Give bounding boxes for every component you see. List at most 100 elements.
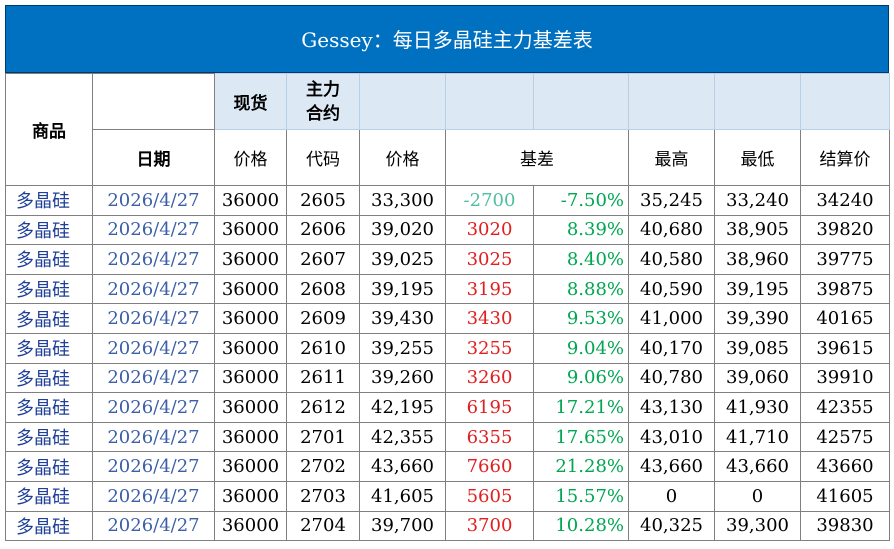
cell-basis: 5605 [445, 480, 534, 512]
cell-code: 2703 [286, 480, 360, 512]
cell-futures-price: 33,300 [359, 185, 446, 216]
cell-product: 多晶硅 [5, 362, 93, 394]
cell-spot-price: 36000 [214, 273, 287, 305]
cell-date: 2026/4/27 [92, 421, 215, 453]
table-body: 多晶硅 2026/4/27 36000 2605 33,300 -2700 -7.50% 35… [5, 185, 890, 542]
cell-settle: 39820 [800, 214, 890, 246]
table-row: 多晶硅 2026/4/27 36000 2605 33,300 -2700 -7.50% 35… [5, 185, 890, 216]
header-shade-1 [359, 73, 446, 130]
cell-code: 2609 [286, 303, 360, 334]
cell-code: 2610 [286, 332, 360, 364]
cell-high: 40,590 [628, 273, 715, 305]
cell-spot-price: 36000 [214, 362, 287, 394]
header-spot: 现货 [214, 73, 287, 130]
header-settle: 结算价 [800, 129, 890, 186]
header-product: 商品 [5, 73, 93, 186]
cell-high: 40,680 [628, 214, 715, 246]
cell-date: 2026/4/27 [92, 392, 215, 423]
cell-basis: 3260 [445, 362, 534, 394]
cell-low: 39,085 [714, 332, 801, 364]
cell-basis: 3255 [445, 332, 534, 364]
cell-product: 多晶硅 [5, 392, 93, 423]
cell-high: 43,010 [628, 421, 715, 453]
cell-basis-pct: 8.39% [533, 214, 629, 246]
cell-high: 43,660 [628, 451, 715, 482]
header-main-contract: 主力 合约 [286, 73, 360, 130]
cell-code: 2612 [286, 392, 360, 423]
cell-high: 40,580 [628, 244, 715, 275]
cell-basis: 3025 [445, 244, 534, 275]
cell-settle: 39830 [800, 510, 890, 542]
cell-high: 41,000 [628, 303, 715, 334]
header-blank [92, 73, 215, 130]
cell-product: 多晶硅 [5, 185, 93, 216]
cell-basis-pct: 10.28% [533, 510, 629, 542]
cell-product: 多晶硅 [5, 451, 93, 482]
cell-spot-price: 36000 [214, 480, 287, 512]
cell-settle: 40165 [800, 303, 890, 334]
cell-futures-price: 39,430 [359, 303, 446, 334]
header-high: 最高 [628, 129, 715, 186]
cell-futures-price: 39,700 [359, 510, 446, 542]
table-row: 多晶硅 2026/4/27 36000 2703 41,605 5605 15.57% 0 0 4… [5, 480, 890, 512]
cell-code: 2607 [286, 244, 360, 275]
cell-settle: 39775 [800, 244, 890, 275]
header-row-2: 日期 价格 代码 价格 基差 最高 最低 结算价 [6, 129, 890, 186]
cell-low: 39,195 [714, 273, 801, 305]
cell-date: 2026/4/27 [92, 244, 215, 275]
cell-basis: 3020 [445, 214, 534, 246]
cell-date: 2026/4/27 [92, 480, 215, 512]
cell-basis: 6195 [445, 392, 534, 423]
cell-futures-price: 42,355 [359, 421, 446, 453]
table-title: Gessey：每日多晶硅主力基差表 [5, 5, 889, 73]
table-row: 多晶硅 2026/4/27 36000 2612 42,195 6195 17.21% 43,… [5, 392, 890, 423]
cell-low: 41,930 [714, 392, 801, 423]
cell-basis-pct: 9.06% [533, 362, 629, 394]
cell-basis-pct: 17.21% [533, 392, 629, 423]
cell-product: 多晶硅 [5, 332, 93, 364]
cell-low: 0 [714, 480, 801, 512]
cell-basis: 6355 [445, 421, 534, 453]
cell-spot-price: 36000 [214, 332, 287, 364]
cell-basis: 3700 [445, 510, 534, 542]
basis-table: 商品 现货 主力 合约 日期 价格 代码 价格 基差 最高 最低 结算价 多晶硅… [5, 73, 890, 542]
header-basis: 基差 [445, 129, 629, 186]
table-row: 多晶硅 2026/4/27 36000 2702 43,660 7660 21.28% 43,… [5, 451, 890, 482]
cell-basis-pct: -7.50% [533, 185, 629, 216]
cell-product: 多晶硅 [5, 510, 93, 542]
cell-basis: -2700 [445, 185, 534, 216]
table-row: 多晶硅 2026/4/27 36000 2606 39,020 3020 8.39% 40,6… [5, 214, 890, 246]
cell-settle: 42575 [800, 421, 890, 453]
cell-date: 2026/4/27 [92, 332, 215, 364]
cell-low: 41,710 [714, 421, 801, 453]
cell-code: 2608 [286, 273, 360, 305]
cell-spot-price: 36000 [214, 421, 287, 453]
table-row: 多晶硅 2026/4/27 36000 2608 39,195 3195 8.88% 40,5… [5, 273, 890, 305]
cell-basis-pct: 9.53% [533, 303, 629, 334]
cell-high: 35,245 [628, 185, 715, 216]
table-row: 多晶硅 2026/4/27 36000 2704 39,700 3700 10.28% 40,… [5, 510, 890, 542]
cell-code: 2606 [286, 214, 360, 246]
cell-basis-pct: 8.40% [533, 244, 629, 275]
cell-date: 2026/4/27 [92, 214, 215, 246]
cell-basis: 3195 [445, 273, 534, 305]
cell-spot-price: 36000 [214, 392, 287, 423]
cell-basis-pct: 17.65% [533, 421, 629, 453]
header-shade-6 [800, 73, 890, 130]
cell-futures-price: 39,025 [359, 244, 446, 275]
cell-date: 2026/4/27 [92, 303, 215, 334]
table-row: 多晶硅 2026/4/27 36000 2610 39,255 3255 9.04% 40,1… [5, 332, 890, 364]
cell-settle: 41605 [800, 480, 890, 512]
cell-date: 2026/4/27 [92, 451, 215, 482]
cell-product: 多晶硅 [5, 214, 93, 246]
header-shade-3 [533, 73, 629, 130]
cell-product: 多晶硅 [5, 273, 93, 305]
cell-code: 2704 [286, 510, 360, 542]
cell-date: 2026/4/27 [92, 185, 215, 216]
cell-settle: 34240 [800, 185, 890, 216]
cell-product: 多晶硅 [5, 480, 93, 512]
cell-spot-price: 36000 [214, 244, 287, 275]
cell-basis: 7660 [445, 451, 534, 482]
cell-product: 多晶硅 [5, 421, 93, 453]
cell-settle: 43660 [800, 451, 890, 482]
